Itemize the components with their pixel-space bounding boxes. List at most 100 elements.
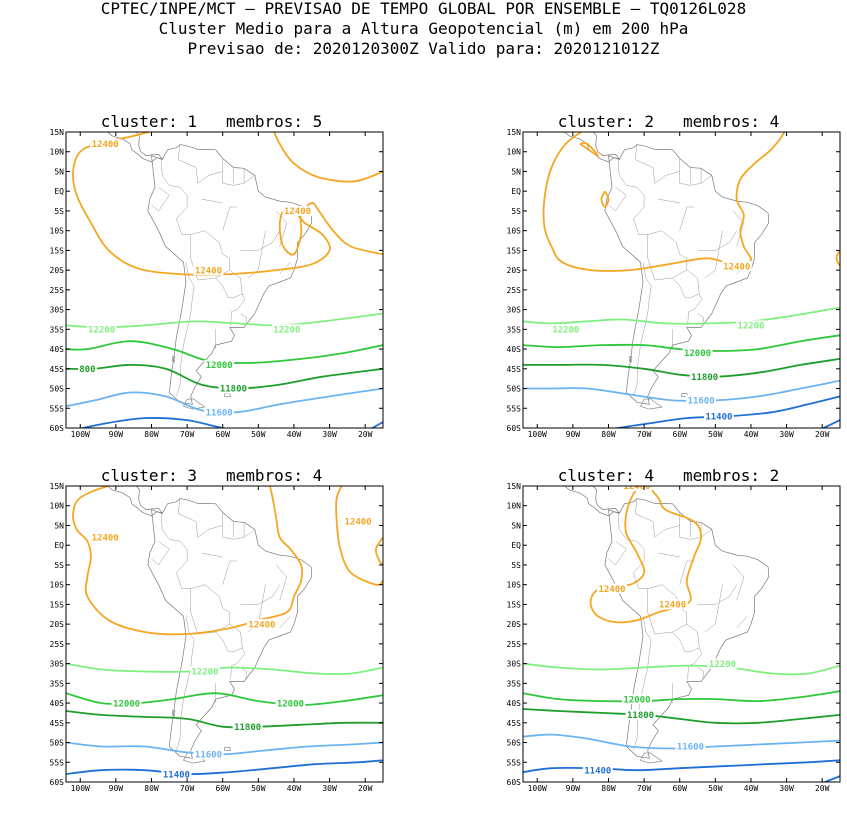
- contour-label: 12000: [206, 361, 233, 371]
- lon-label: 30W: [322, 784, 337, 793]
- country-border: [222, 560, 237, 585]
- lon-label: 30W: [779, 784, 794, 793]
- country-border: [247, 230, 266, 279]
- contour-12200: [523, 662, 840, 676]
- lon-label: 100W: [71, 784, 90, 793]
- lat-label: 35S: [507, 679, 522, 688]
- contour-label: 11800: [234, 723, 261, 733]
- lat-label: 50S: [50, 385, 65, 394]
- contour-label-bg: [90, 532, 121, 543]
- island: [183, 398, 206, 410]
- contour-12400: [835, 249, 840, 267]
- lon-label: 70W: [637, 784, 652, 793]
- country-border: [160, 513, 191, 613]
- contour-label: 12200: [737, 322, 764, 332]
- contour-label: 12200: [88, 326, 115, 336]
- island: [224, 746, 231, 751]
- contour-label: 11400: [705, 412, 732, 422]
- country-border: [687, 293, 703, 326]
- lat-label: 10S: [507, 581, 522, 590]
- plot-frame: [65, 485, 384, 783]
- coastline: [107, 132, 164, 163]
- contour-12200: [66, 662, 383, 675]
- contour-label-bg: [90, 138, 121, 149]
- lat-label: 10S: [50, 227, 65, 236]
- country-border: [647, 584, 688, 635]
- lat-label: 15S: [50, 600, 65, 609]
- lon-label: 90W: [566, 784, 581, 793]
- contour-label-bg: [282, 205, 313, 216]
- lat-label: 40S: [507, 345, 522, 354]
- contour-label-bg: [689, 371, 720, 382]
- lon-label: 40W: [287, 430, 302, 439]
- lat-label: 10N: [507, 148, 522, 157]
- lon-label: 60W: [672, 784, 687, 793]
- country-border: [240, 230, 280, 251]
- country-border: [679, 560, 694, 585]
- lon-label: 20W: [358, 784, 373, 793]
- contour-11400: [523, 759, 840, 773]
- contour-label-bg: [271, 324, 302, 335]
- contour-11800: [523, 708, 840, 725]
- contour-11400: [821, 419, 840, 428]
- contour-12400: [335, 486, 383, 586]
- contour-label-bg: [657, 599, 688, 610]
- contour-label-bg: [246, 619, 277, 630]
- country-border: [230, 293, 246, 326]
- contour-11800: [523, 358, 840, 378]
- lat-label: 5S: [511, 561, 521, 570]
- coastline: [564, 132, 621, 163]
- lon-label: 50W: [251, 784, 266, 793]
- country-border: [658, 552, 680, 558]
- lat-label: 55S: [507, 404, 522, 413]
- country-border: [240, 667, 247, 679]
- contour-12400: [600, 190, 610, 208]
- lat-label: 60S: [50, 778, 65, 787]
- contour-12000: [523, 690, 840, 703]
- lat-label: 20S: [507, 266, 522, 275]
- country-border: [697, 667, 704, 679]
- country-border: [160, 159, 191, 259]
- coastline: [107, 486, 164, 517]
- country-border: [177, 498, 223, 538]
- contour-label-bg: [232, 721, 263, 732]
- header-line-2: Cluster Medio para a Altura Geopotencial…: [158, 19, 689, 38]
- country-border: [634, 144, 680, 184]
- contour-label-bg: [193, 265, 224, 276]
- contour-12400: [273, 132, 383, 183]
- country-border: [279, 616, 291, 629]
- lat-label: 60S: [507, 778, 522, 787]
- map-layer: 12400 12400 12400 12200 12000 11800 11600 11400: [523, 486, 840, 782]
- contour-label: 12400: [659, 601, 686, 611]
- country-border: [634, 498, 680, 538]
- contour-label: 12000: [277, 699, 304, 709]
- country-border: [672, 269, 700, 299]
- lat-label: 20S: [50, 620, 65, 629]
- cluster-panel-3: cluster: 3 membros: 4 12400 12400 12400 122…: [38, 466, 385, 819]
- contour-label: 11800: [220, 385, 247, 395]
- country-border: [697, 230, 737, 251]
- contour-label-bg: [275, 698, 306, 709]
- contour-label: 12000: [684, 349, 711, 359]
- lat-label: 15S: [50, 246, 65, 255]
- country-border: [608, 187, 627, 212]
- contour-12400: [579, 142, 599, 157]
- contour-label: 12400: [598, 585, 625, 595]
- lon-label: 40W: [744, 784, 759, 793]
- contour-label-bg: [686, 395, 717, 406]
- country-border: [222, 171, 255, 186]
- country-border: [608, 541, 627, 566]
- lat-label: 25S: [507, 640, 522, 649]
- country-border: [679, 525, 712, 540]
- country-border: [697, 313, 704, 325]
- lat-label: 45S: [507, 365, 522, 374]
- contour-label-bg: [86, 324, 117, 335]
- lon-label: 60W: [215, 784, 230, 793]
- lon-label: 80W: [601, 430, 616, 439]
- contour-label-bg: [582, 765, 613, 776]
- contour-11800: [66, 710, 383, 729]
- lon-label: 70W: [180, 430, 195, 439]
- lat-label: 25S: [507, 286, 522, 295]
- header-line-3: Previsao de: 2020120300Z Valido para: 20…: [187, 39, 660, 58]
- island: [640, 752, 663, 764]
